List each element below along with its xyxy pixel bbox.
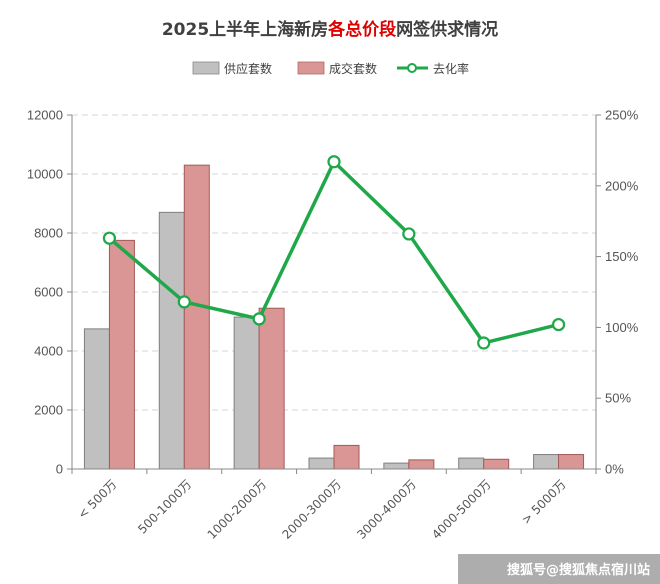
watermark-bg — [458, 554, 660, 584]
rate-point — [102, 231, 117, 245]
legend-swatch-deal — [297, 61, 325, 75]
x-tick-label: 1000-2000万 — [205, 477, 270, 542]
bar-supply — [383, 462, 410, 470]
y-right-tick-label: 200% — [605, 178, 639, 193]
bar-deal — [408, 459, 435, 470]
y-left-ticks: 0 2000 4000 6000 8000 10000 12000 — [27, 108, 63, 477]
x-tick-label: < 500万 — [75, 477, 119, 521]
y-right-tick-label: 0% — [605, 462, 624, 477]
y-left-tick-label: 8000 — [34, 226, 63, 241]
y-right-tick-label: 100% — [605, 320, 639, 335]
x-tick-label: > 5000万 — [519, 477, 569, 527]
bar-supply — [533, 454, 560, 470]
legend: 供应套数 成交套数 去化率 — [192, 61, 469, 76]
bar-deal — [183, 164, 210, 470]
bar-deal — [558, 454, 585, 470]
x-ticks: < 500万 500-1000万 1000-2000万 2000-3000万 3000-… — [75, 477, 569, 542]
x-tick-label: 3000-4000万 — [354, 477, 419, 542]
bar-supply — [158, 211, 185, 470]
rate-point — [551, 317, 566, 332]
axes — [67, 114, 601, 474]
y-right-tick-label: 150% — [605, 249, 639, 264]
bar-supply — [458, 457, 485, 470]
bar-deal — [258, 307, 285, 470]
bar-deal — [108, 239, 135, 470]
bar-supply — [308, 457, 335, 470]
bar-deal — [333, 444, 360, 470]
x-tick-label: 500-1000万 — [135, 477, 194, 536]
rate-point — [402, 227, 416, 241]
legend-swatch-supply — [192, 61, 220, 75]
rate-point — [327, 155, 341, 169]
legend-label-supply: 供应套数 — [224, 61, 272, 76]
y-left-tick-label: 0 — [56, 462, 63, 477]
bar-deal — [483, 458, 510, 470]
y-left-tick-label: 6000 — [34, 285, 63, 300]
y-left-tick-label: 10000 — [27, 167, 63, 182]
x-tick-label: 4000-5000万 — [429, 477, 494, 542]
y-right-tick-label: 250% — [605, 108, 639, 123]
rate-line — [102, 155, 566, 350]
bar-supply — [233, 316, 260, 470]
gridlines — [72, 114, 596, 411]
bar-supply — [83, 328, 110, 470]
rate-point — [252, 312, 266, 326]
bars — [83, 164, 585, 470]
y-right-tick-label: 50% — [605, 391, 631, 406]
legend-marker-rate — [407, 63, 417, 73]
legend-label-deal: 成交套数 — [329, 61, 377, 76]
x-tick-label: 2000-3000万 — [279, 477, 344, 542]
y-right-ticks: 0% 50% 100% 150% 200% 250% — [605, 108, 639, 477]
chart-title: 2025上半年上海新房各总价段网签供求情况 — [162, 19, 498, 40]
rate-point — [177, 295, 191, 309]
y-left-tick-label: 12000 — [27, 108, 63, 123]
rate-point — [477, 336, 491, 350]
legend-label-rate: 去化率 — [433, 61, 469, 76]
y-left-tick-label: 4000 — [34, 344, 63, 359]
y-left-tick-label: 2000 — [34, 403, 63, 418]
watermark: 搜狐号@搜狐焦点宿川站 — [507, 562, 650, 578]
